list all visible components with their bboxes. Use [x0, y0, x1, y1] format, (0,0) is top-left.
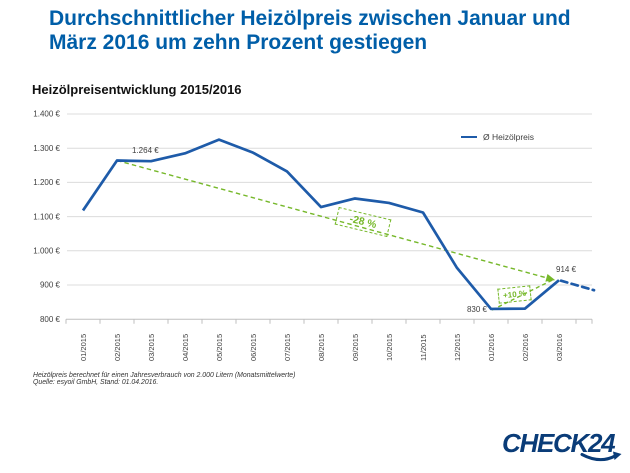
svg-text:07/2015: 07/2015	[283, 334, 292, 361]
svg-text:1.300 €: 1.300 €	[33, 144, 60, 153]
svg-text:1.400 €: 1.400 €	[33, 110, 60, 119]
check24-smile-arrow-icon	[580, 451, 622, 462]
svg-text:03/2016: 03/2016	[555, 334, 564, 361]
svg-text:1.100 €: 1.100 €	[33, 212, 60, 221]
svg-text:12/2015: 12/2015	[453, 334, 462, 361]
page-title: Durchschnittlicher Heizölpreis zwischen …	[49, 7, 604, 54]
legend-label: Ø Heizölpreis	[483, 132, 535, 142]
svg-text:1.200 €: 1.200 €	[33, 178, 60, 187]
svg-text:01/2016: 01/2016	[487, 334, 496, 361]
svg-text:900 €: 900 €	[40, 281, 61, 290]
page-title-line1: Durchschnittlicher Heizölpreis zwischen …	[49, 7, 571, 30]
svg-text:05/2015: 05/2015	[215, 334, 224, 361]
data-label-feb-2015: 1.264 €	[132, 146, 159, 155]
svg-text:08/2015: 08/2015	[317, 334, 326, 361]
svg-text:06/2015: 06/2015	[249, 334, 258, 361]
footnote: Heizölpreis berechnet für einen Jahresve…	[33, 372, 295, 387]
svg-text:11/2015: 11/2015	[419, 334, 428, 361]
legend-line-swatch	[461, 135, 477, 139]
svg-text:03/2015: 03/2015	[147, 334, 156, 361]
check24-logo-text: CHECK24	[502, 428, 616, 458]
data-label-mar-2016: 914 €	[556, 265, 577, 274]
data-label-jan-2016: 830 €	[466, 305, 487, 314]
svg-text:04/2015: 04/2015	[181, 334, 190, 361]
check24-logo: CHECK24	[502, 430, 627, 466]
svg-text:01/2015: 01/2015	[79, 334, 88, 361]
footnote-line2: Quelle: esyoil GmbH, Stand: 01.04.2016.	[33, 379, 159, 387]
svg-text:09/2015: 09/2015	[351, 334, 360, 361]
chart-legend: Ø Heizölpreis	[461, 132, 534, 142]
svg-text:02/2015: 02/2015	[113, 334, 122, 361]
svg-text:1.000 €: 1.000 €	[33, 247, 60, 256]
chart-title: Heizölpreisentwicklung 2015/2016	[32, 82, 242, 97]
svg-text:02/2016: 02/2016	[521, 334, 530, 361]
svg-text:800 €: 800 €	[40, 315, 61, 324]
footnote-line1: Heizölpreis berechnet für einen Jahresve…	[33, 372, 296, 379]
page-title-line2: März 2016 um zehn Prozent gestiegen	[49, 30, 428, 54]
svg-text:10/2015: 10/2015	[385, 334, 394, 361]
